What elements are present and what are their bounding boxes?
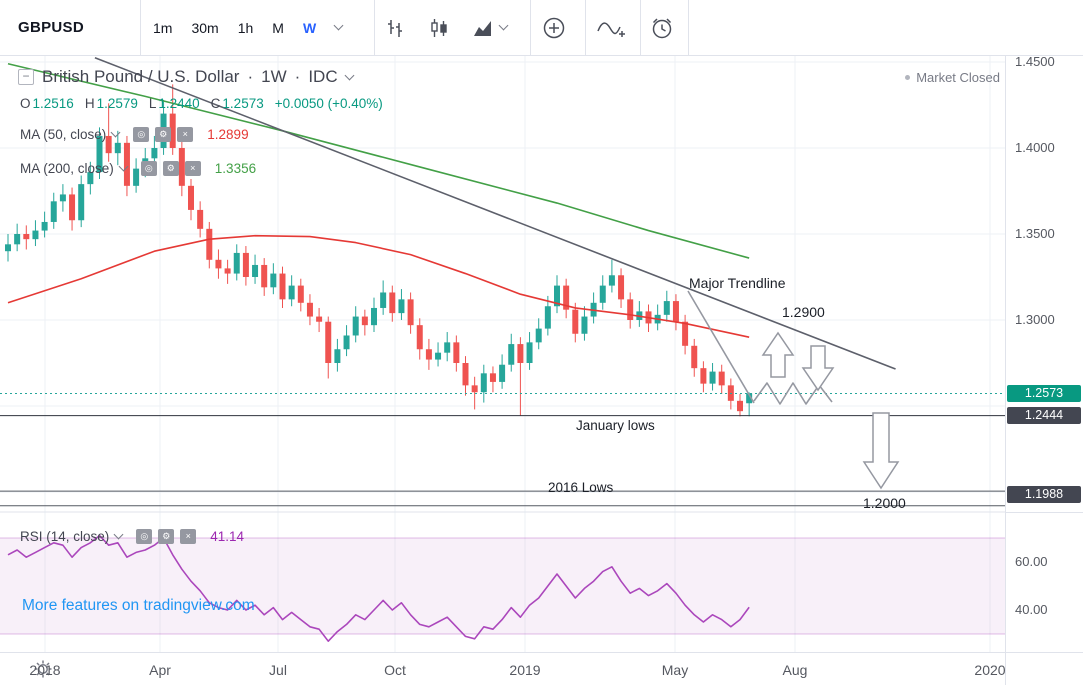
time-axis-label: Apr xyxy=(149,662,171,678)
time-axis-label: 2019 xyxy=(509,662,541,678)
price-axis-tick: 1.3500 xyxy=(1015,226,1055,241)
toolbar-divider xyxy=(140,0,141,55)
current-price-badge: 1.2573 xyxy=(1007,384,1081,402)
time-axis-label: 2020 xyxy=(974,662,1006,678)
time-axis-label: Oct xyxy=(384,662,406,678)
timeframe-30m[interactable]: 30m xyxy=(191,19,219,36)
alert-group xyxy=(649,0,675,55)
axis-corner-divider xyxy=(1005,653,1006,685)
time-axis-label: May xyxy=(661,662,689,678)
price-axis-tick: 1.4000 xyxy=(1015,140,1055,155)
symbol-title[interactable]: GBPUSD xyxy=(18,19,84,36)
toolbar-divider xyxy=(530,0,531,55)
bars-chart-icon[interactable] xyxy=(384,17,406,39)
time-axis-label: Jul xyxy=(269,662,287,678)
top-toolbar: GBPUSD 1m 30m 1h M W xyxy=(0,0,1083,56)
toolbar-divider xyxy=(374,0,375,55)
indicators-group xyxy=(596,0,626,55)
price-axis[interactable]: 1.4500 1.4000 1.3500 1.3000 1.2573 1.2444 1.19… xyxy=(1005,54,1083,652)
level-price-badge: 1.2444 xyxy=(1007,407,1081,425)
timeframe-group: 1m 30m 1h M W xyxy=(153,0,344,55)
price-axis-tick: 1.3000 xyxy=(1015,312,1055,327)
time-axis-label: 2018 xyxy=(29,662,61,678)
chart-canvas[interactable] xyxy=(0,56,1005,652)
level-price-badge: 1.1988 xyxy=(1007,485,1081,503)
chevron-down-icon[interactable] xyxy=(498,20,509,31)
settings-gear-icon[interactable] xyxy=(32,658,54,685)
price-axis-tick: 1.4500 xyxy=(1015,54,1055,70)
toolbar-divider xyxy=(640,0,641,55)
rsi-axis-tick: 60.00 xyxy=(1015,554,1048,569)
compare-add-icon[interactable] xyxy=(541,15,567,41)
compare-group xyxy=(541,0,567,55)
toolbar-divider xyxy=(585,0,586,55)
timeframe-M[interactable]: M xyxy=(272,19,284,36)
timeframe-1h[interactable]: 1h xyxy=(237,19,254,36)
timeframe-W-active[interactable]: W xyxy=(302,19,317,36)
time-axis-label: Aug xyxy=(782,662,808,678)
area-chart-icon[interactable] xyxy=(472,17,509,39)
time-axis[interactable]: 2018 Apr Jul Oct 2019 May Aug 2020 xyxy=(0,652,1083,685)
rsi-axis-tick: 40.00 xyxy=(1015,602,1048,617)
pane-divider xyxy=(1006,512,1083,513)
timeframe-1m[interactable]: 1m xyxy=(153,19,173,36)
chevron-down-icon[interactable] xyxy=(333,20,344,31)
chart-style-group xyxy=(384,0,509,55)
candles-chart-icon[interactable] xyxy=(428,17,450,39)
toolbar-divider xyxy=(688,0,689,55)
indicators-icon[interactable] xyxy=(596,16,626,40)
alarm-clock-icon[interactable] xyxy=(649,15,675,41)
